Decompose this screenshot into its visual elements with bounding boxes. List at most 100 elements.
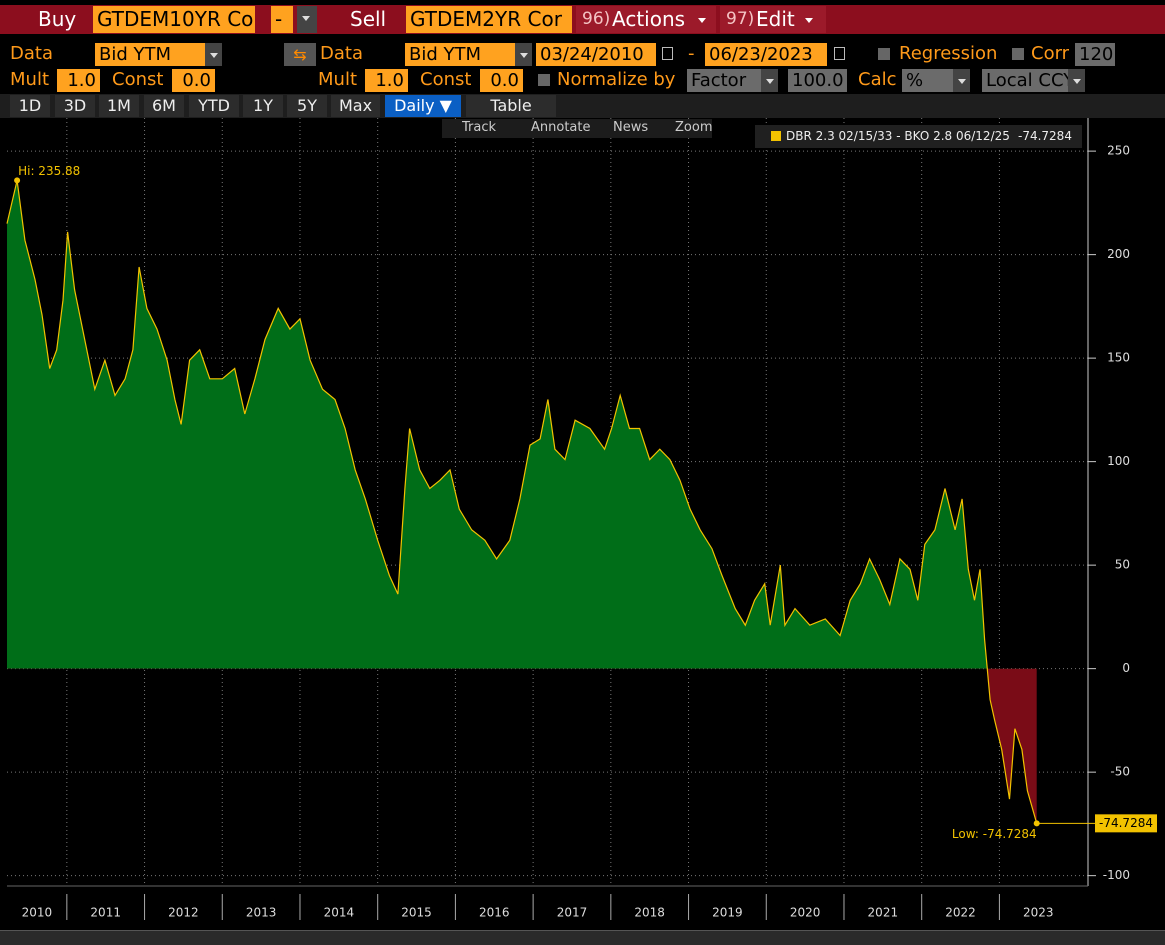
x-tick-label: 2010: [22, 906, 53, 920]
calc-field[interactable]: %: [902, 69, 953, 92]
area-above: [7, 180, 1037, 669]
area-below: [987, 668, 1037, 824]
buy-ticker[interactable]: GTDEM10YR Co: [93, 6, 255, 33]
edit-label: Edit: [756, 7, 795, 31]
legend-value: -74.7284: [1018, 129, 1072, 143]
last-box: [1095, 814, 1157, 833]
data-dropdown[interactable]: [205, 43, 222, 66]
edit-number: 97): [726, 9, 755, 29]
data-dropdown[interactable]: [515, 43, 532, 66]
tab[interactable]: 6M: [144, 95, 184, 117]
actions-caret: [698, 18, 706, 27]
chart-tool[interactable]: Zoom: [675, 120, 713, 135]
x-tick-label: 2014: [324, 906, 355, 920]
operator-dropdown[interactable]: [297, 6, 317, 33]
y-tick-label: 100: [1107, 454, 1130, 468]
actions-button[interactable]: [576, 6, 716, 33]
factor-field[interactable]: Factor: [687, 69, 761, 92]
chart-tool[interactable]: News: [613, 120, 649, 135]
y-tick-label: 0: [1122, 661, 1130, 675]
low-label: Low: -74.7284: [952, 827, 1037, 841]
y-tick-label: 200: [1107, 247, 1130, 261]
last-label: -74.7284: [1099, 816, 1153, 830]
buy-label: Buy: [38, 7, 77, 31]
ccy-dropdown[interactable]: [1068, 69, 1085, 92]
y-tick-label: -50: [1110, 765, 1130, 779]
x-tick-label: 2017: [557, 906, 588, 920]
x-tick-label: 2011: [90, 906, 121, 920]
chart-tool[interactable]: Track: [462, 120, 497, 135]
operator[interactable]: -: [271, 6, 293, 33]
sell-label: Sell: [350, 7, 387, 31]
chart-toolbar: [442, 119, 712, 138]
mult-label: Mult: [318, 69, 357, 90]
factor-value[interactable]: 100.0: [788, 69, 847, 92]
normalize-checkbox[interactable]: [538, 74, 550, 86]
tab[interactable]: 1M: [99, 95, 139, 117]
const-field[interactable]: 0.0: [480, 69, 523, 92]
x-tick-label: 2015: [401, 906, 432, 920]
legend-label: DBR 2.3 02/15/33 - BKO 2.8 06/12/25: [786, 129, 1010, 143]
status-bar: [0, 930, 1165, 945]
mult-label: Mult: [10, 69, 49, 90]
actions-label: Actions: [612, 7, 686, 31]
x-tick-label: 2021: [868, 906, 899, 920]
y-tick-label: 50: [1115, 558, 1130, 572]
date-dash: -: [688, 43, 695, 64]
data-label: Data: [320, 43, 363, 64]
const-label: Const: [112, 69, 164, 90]
hi-marker: [14, 177, 21, 184]
calc-label: Calc: [858, 69, 897, 90]
series-line: [6, 180, 1038, 824]
y-tick-label: -100: [1103, 868, 1130, 882]
x-tick-label: 2018: [634, 906, 665, 920]
start-date[interactable]: 03/24/2010: [536, 43, 656, 66]
ccy-field[interactable]: Local CCY: [982, 69, 1068, 92]
x-tick-label: 2019: [712, 906, 743, 920]
chart-tool[interactable]: Annotate: [531, 120, 591, 135]
normalize-label: Normalize by: [557, 69, 676, 90]
corr-label: Corr: [1031, 43, 1070, 64]
tab[interactable]: 1D: [10, 95, 50, 117]
y-tick-label: 250: [1107, 144, 1130, 158]
y-tick-label: 150: [1107, 351, 1130, 365]
tab-active[interactable]: Daily ▼: [385, 95, 461, 117]
data-field[interactable]: Bid YTM: [95, 43, 205, 66]
regression-label: Regression: [899, 43, 998, 64]
end-date[interactable]: 06/23/2023: [705, 43, 827, 66]
tab[interactable]: Max: [331, 95, 380, 117]
actions-number: 96): [582, 9, 611, 29]
calendar-icon[interactable]: [662, 47, 673, 60]
data-field[interactable]: Bid YTM: [405, 43, 515, 66]
factor-dropdown[interactable]: [761, 69, 778, 92]
sell-ticker[interactable]: GTDEM2YR Cor: [406, 6, 572, 33]
hi-label: Hi: 235.88: [18, 164, 80, 178]
legend-swatch: [771, 131, 781, 141]
x-tick-label: 2012: [168, 906, 199, 920]
corr-window[interactable]: 120: [1075, 43, 1115, 66]
const-field[interactable]: 0.0: [172, 69, 215, 92]
regression-checkbox[interactable]: [878, 48, 890, 60]
x-tick-label: 2013: [246, 906, 277, 920]
x-tick-label: 2022: [945, 906, 976, 920]
edit-caret: [805, 18, 813, 27]
x-tick-label: 2023: [1023, 906, 1054, 920]
legend: [755, 125, 1082, 148]
corr-checkbox[interactable]: [1012, 48, 1024, 60]
tab[interactable]: 5Y: [287, 95, 327, 117]
mult-field[interactable]: 1.0: [57, 69, 100, 92]
tab[interactable]: Table: [466, 95, 556, 117]
data-label: Data: [10, 43, 53, 64]
const-label: Const: [420, 69, 472, 90]
calendar-icon[interactable]: [834, 47, 845, 60]
mult-field[interactable]: 1.0: [365, 69, 408, 92]
tab[interactable]: 1Y: [243, 95, 283, 117]
x-tick-label: 2016: [479, 906, 510, 920]
swap-button[interactable]: ⇆: [284, 43, 316, 66]
tab[interactable]: 3D: [55, 95, 95, 117]
x-tick-label: 2020: [790, 906, 821, 920]
calc-dropdown[interactable]: [953, 69, 970, 92]
tab[interactable]: YTD: [189, 95, 239, 117]
